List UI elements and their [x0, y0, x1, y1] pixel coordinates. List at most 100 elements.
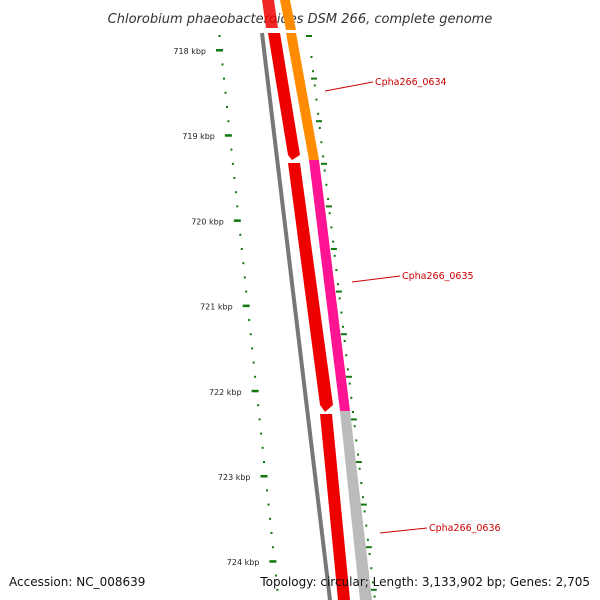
tick-dot-right: [323, 169, 326, 172]
tick-dot-right: [343, 340, 346, 342]
backbone-line: [260, 32, 332, 600]
tick-dot-right: [370, 567, 373, 570]
gene-pointer-line: [324, 81, 374, 92]
tick-dot-right: [322, 155, 325, 158]
tick-dot-right: [312, 70, 315, 73]
tick-dot: [226, 106, 228, 108]
tick-dot-right: [366, 538, 369, 541]
major-tick: [269, 560, 277, 563]
tick-dot: [266, 489, 268, 492]
tick-dot: [261, 446, 264, 449]
tick-dot-right: [330, 226, 333, 229]
tick-dot-right: [342, 325, 344, 328]
tick-dot: [234, 191, 237, 194]
tick-dot: [248, 319, 251, 321]
tick-dash-right: [350, 418, 357, 421]
tick-label: 718 kbp: [173, 47, 206, 56]
tick-dot: [230, 148, 233, 151]
tick-dash-right: [311, 77, 317, 80]
gene-label-cpha266-0634[interactable]: Cpha266_0634: [324, 77, 447, 92]
tick-dot: [257, 404, 260, 407]
gene-label-text: Cpha266_0634: [375, 77, 447, 88]
tick-dot-right: [333, 254, 336, 257]
tick-dot-right: [350, 396, 353, 399]
gene-label-cpha266-0636[interactable]: Cpha266_0636: [379, 523, 501, 534]
tick-dash-right: [330, 248, 337, 250]
major-tick: [251, 389, 259, 393]
tick-dash-right: [365, 546, 372, 549]
tick-dot: [274, 574, 277, 577]
gene-pointer-line: [379, 527, 428, 534]
tick-dot: [243, 276, 246, 279]
tick-dot-right: [325, 183, 328, 186]
tick-dot: [245, 290, 248, 293]
gene-label-text: Cpha266_0635: [402, 271, 474, 282]
tick-dot: [260, 432, 263, 435]
tick-dot-right: [368, 553, 371, 555]
tick-dot-right: [360, 482, 363, 484]
major-tick: [242, 304, 250, 308]
tick-dot: [254, 375, 257, 378]
tick-dot-right: [335, 269, 338, 271]
tick-dot: [231, 162, 234, 165]
tick-dot-right: [347, 368, 349, 371]
tick-dot: [239, 233, 242, 236]
tick-label: 719 kbp: [182, 132, 215, 141]
cds-arrow-0: [262, 0, 278, 28]
tick-dot: [224, 91, 227, 94]
tick-dot-right: [352, 411, 354, 413]
tick-label: 720 kbp: [191, 217, 224, 226]
tick-label: 723 kbp: [218, 473, 251, 482]
tick-dash-right: [355, 461, 362, 463]
tick-dash-right: [325, 205, 332, 208]
tick-dot: [223, 77, 225, 80]
major-tick: [260, 475, 268, 478]
tick-dash-right: [360, 503, 367, 506]
tick-dot-right: [365, 524, 368, 527]
tick-dot-right: [358, 467, 361, 470]
tick-dash-right: [340, 333, 347, 336]
tick-marks: [216, 35, 377, 591]
cds-arrow-2: [288, 163, 333, 412]
tick-dot-right: [318, 127, 321, 129]
gene-bar-cpha266-0634: [286, 33, 319, 160]
tick-dot: [240, 248, 243, 250]
tick-dot: [263, 461, 265, 463]
tick-dot: [267, 503, 270, 506]
tick-dot-right: [371, 581, 374, 584]
genome-title: Chlorobium phaeobacteroides DSM 266, com…: [108, 12, 493, 27]
tick-dash-right: [370, 588, 377, 591]
cds-track: [262, 0, 350, 600]
tick-dot-right: [320, 141, 323, 144]
tick-dot-right: [355, 439, 358, 442]
gene-label-text: Cpha266_0636: [429, 523, 501, 534]
major-tick: [233, 219, 241, 222]
gene-bar-cpha266-0635: [309, 160, 350, 411]
tick-dot: [221, 63, 224, 66]
accession-text: Accession: NC_008639: [9, 575, 146, 589]
gene-label-cpha266-0635[interactable]: Cpha266_0635: [351, 271, 474, 283]
tick-dot: [270, 532, 273, 534]
tick-label: 724 kbp: [227, 558, 260, 567]
tick-dot-right: [317, 112, 320, 115]
tick-dash-right: [306, 35, 312, 37]
tick-dot-right: [345, 354, 348, 357]
tick-dot: [271, 546, 274, 549]
tick-dot: [233, 177, 236, 179]
tick-dot-right: [357, 453, 359, 456]
tick-dot: [236, 205, 239, 208]
tick-dash-right: [335, 290, 342, 293]
gene-pointer-line: [351, 275, 401, 283]
gene-bar-top: [280, 0, 296, 30]
tick-dot: [242, 262, 245, 265]
tick-dot-right: [310, 56, 313, 58]
tick-dot-right: [315, 98, 318, 101]
tick-dot-right: [373, 595, 376, 598]
tick-dash-right: [316, 120, 322, 123]
cds-arrow-3: [320, 414, 350, 600]
major-tick: [216, 49, 223, 52]
tick-dot-right: [327, 198, 330, 200]
tick-dot-right: [362, 496, 364, 499]
tick-dot-right: [338, 297, 341, 300]
